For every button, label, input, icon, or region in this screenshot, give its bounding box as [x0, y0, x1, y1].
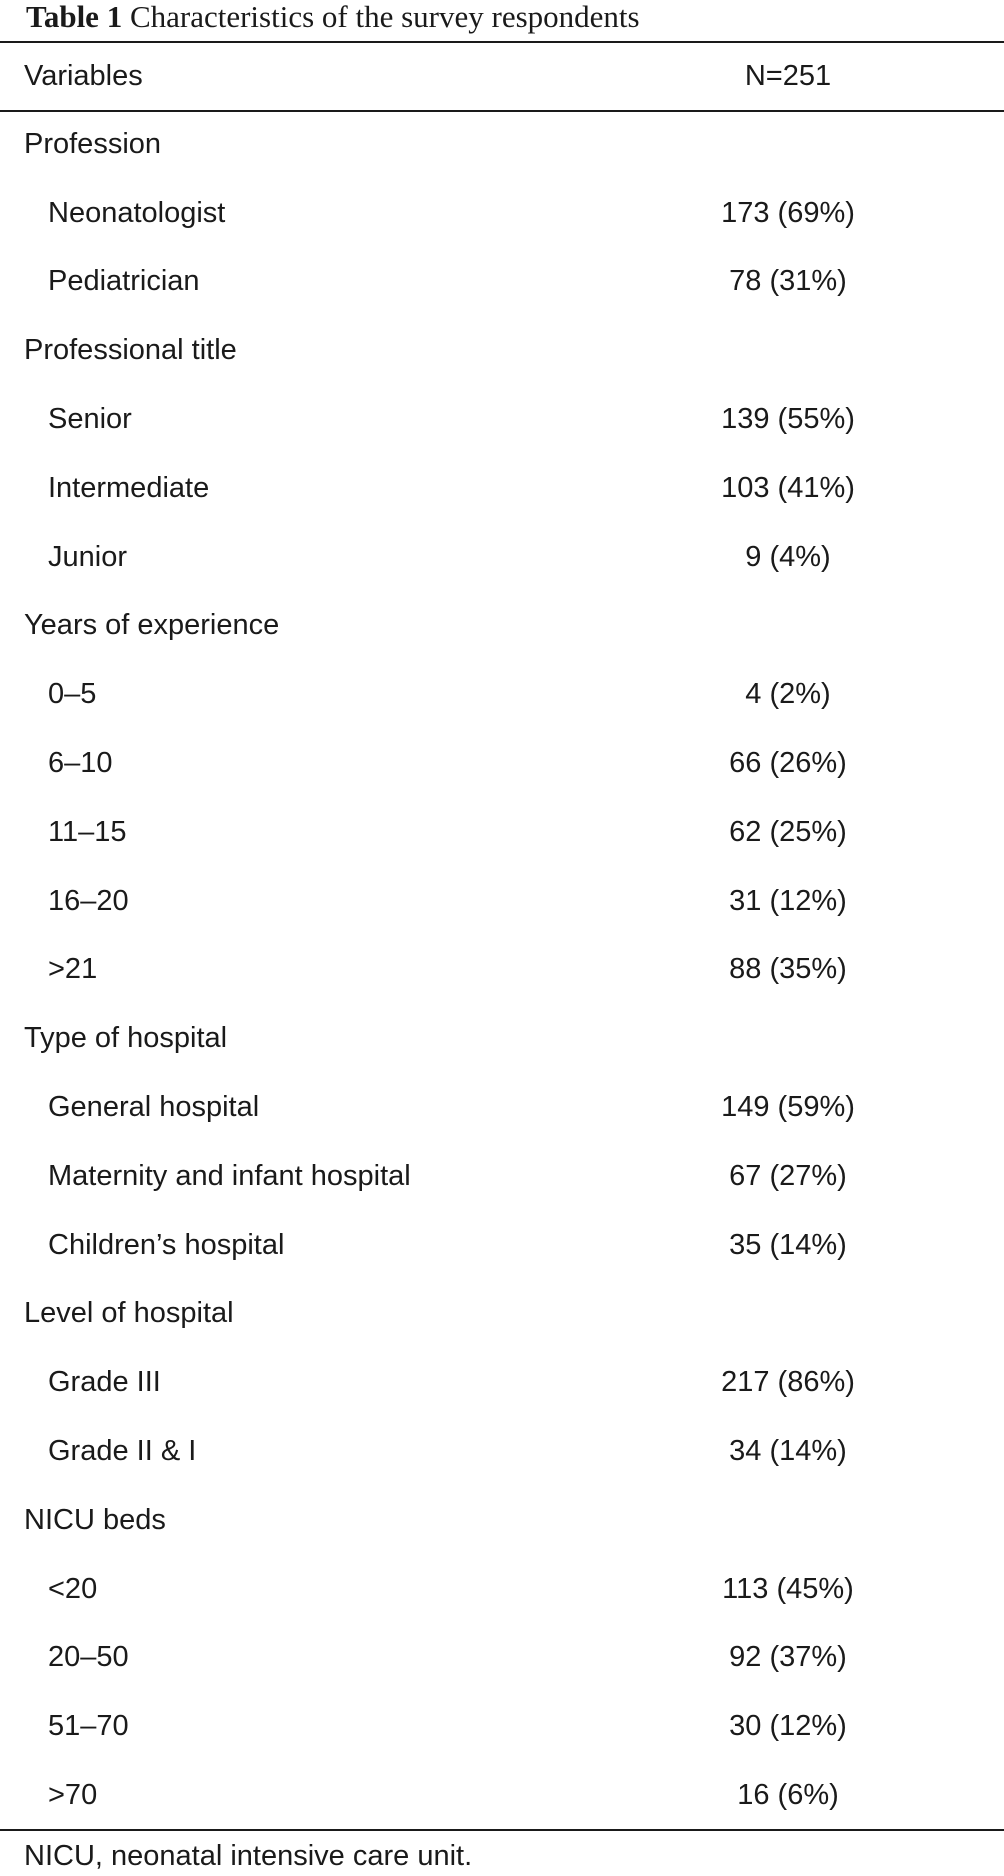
row-value: 4 (2%): [745, 678, 831, 711]
row-value: 217 (86%): [721, 1366, 855, 1399]
group-label: NICU beds: [24, 1503, 166, 1536]
table-row: Neonatologist 173 (69%): [0, 179, 1004, 248]
row-value: 67 (27%): [729, 1159, 847, 1192]
table-row: 51–70 30 (12%): [0, 1692, 1004, 1761]
row-label: <20: [48, 1572, 98, 1605]
table-row: >70 16 (6%): [0, 1761, 1004, 1830]
table-caption-label: Table 1: [26, 0, 123, 34]
row-value: 35 (14%): [729, 1228, 847, 1261]
row-label: General hospital: [48, 1091, 260, 1124]
row-label: Neonatologist: [48, 196, 226, 229]
header-rule: [0, 110, 1004, 112]
row-value: 16 (6%): [737, 1779, 839, 1812]
table-body: Profession Neonatologist 173 (69%) Pediatri…: [0, 110, 1004, 1830]
table-group-row: NICU beds: [0, 1486, 1004, 1555]
table-row: Senior 139 (55%): [0, 385, 1004, 454]
group-label: Profession: [24, 127, 162, 160]
row-value: 139 (55%): [721, 403, 855, 436]
row-value: 66 (26%): [729, 747, 847, 780]
row-label: Pediatrician: [48, 265, 200, 298]
table-row: 16–20 31 (12%): [0, 867, 1004, 936]
row-label: Intermediate: [48, 471, 210, 504]
row-value: 30 (12%): [729, 1710, 847, 1743]
group-label: Years of experience: [24, 609, 280, 642]
row-label: Junior: [48, 540, 127, 573]
table-row: Maternity and infant hospital 67 (27%): [0, 1142, 1004, 1211]
table-group-row: Profession: [0, 110, 1004, 179]
group-label: Type of hospital: [24, 1022, 228, 1055]
table-group-row: Years of experience: [0, 592, 1004, 661]
table-footnote: NICU, neonatal intensive care unit.: [24, 1840, 473, 1872]
table-row: Junior 9 (4%): [0, 523, 1004, 592]
bottom-rule: [0, 1829, 1004, 1831]
table-row: Grade II & I 34 (14%): [0, 1417, 1004, 1486]
row-label: >70: [48, 1779, 98, 1812]
row-value: 173 (69%): [721, 196, 855, 229]
row-label: >21: [48, 953, 98, 986]
row-label: 51–70: [48, 1710, 129, 1743]
table-row: 6–10 66 (26%): [0, 729, 1004, 798]
characteristics-table: Variables N=251 Profession Neonatologist 1…: [0, 42, 1004, 1830]
table-caption-text: Characteristics of the survey respondent…: [129, 0, 640, 34]
row-value: 78 (31%): [729, 265, 847, 298]
table-caption: Table 1 Characteristics of the survey re…: [26, 0, 640, 36]
table-group-row: Level of hospital: [0, 1280, 1004, 1349]
table-row: General hospital 149 (59%): [0, 1073, 1004, 1142]
row-label: 16–20: [48, 884, 129, 917]
table-row: 0–5 4 (2%): [0, 660, 1004, 729]
table-row: >21 88 (35%): [0, 936, 1004, 1005]
row-label: 0–5: [48, 678, 97, 711]
table-row: Intermediate 103 (41%): [0, 454, 1004, 523]
row-label: 20–50: [48, 1641, 129, 1674]
row-label: 6–10: [48, 747, 113, 780]
row-value: 113 (45%): [722, 1572, 854, 1605]
row-value: 9 (4%): [745, 540, 831, 573]
row-label: 11–15: [48, 815, 127, 848]
table-group-row: Professional title: [0, 316, 1004, 385]
row-label: Children’s hospital: [48, 1228, 285, 1261]
header-n: N=251: [744, 59, 832, 92]
row-label: Maternity and infant hospital: [48, 1159, 411, 1192]
row-value: 31 (12%): [729, 884, 847, 917]
group-label: Professional title: [24, 334, 237, 367]
header-variables: Variables: [24, 59, 143, 92]
table-row: Children’s hospital 35 (14%): [0, 1211, 1004, 1280]
row-value: 62 (25%): [729, 815, 847, 848]
table-row: 20–50 92 (37%): [0, 1624, 1004, 1693]
table-group-row: Type of hospital: [0, 1004, 1004, 1073]
row-value: 34 (14%): [729, 1435, 847, 1468]
table-header-row: Variables N=251: [0, 42, 1004, 110]
row-label: Senior: [48, 403, 132, 436]
group-label: Level of hospital: [24, 1297, 234, 1330]
row-value: 149 (59%): [721, 1091, 855, 1124]
row-label: Grade III: [48, 1366, 161, 1399]
row-value: 88 (35%): [729, 953, 847, 986]
row-value: 103 (41%): [721, 471, 855, 504]
table-row: Pediatrician 78 (31%): [0, 248, 1004, 317]
top-rule: [0, 41, 1004, 43]
row-label: Grade II & I: [48, 1435, 197, 1468]
table-row: <20 113 (45%): [0, 1555, 1004, 1624]
table-row: 11–15 62 (25%): [0, 798, 1004, 867]
table-row: Grade III 217 (86%): [0, 1348, 1004, 1417]
row-value: 92 (37%): [729, 1641, 847, 1674]
